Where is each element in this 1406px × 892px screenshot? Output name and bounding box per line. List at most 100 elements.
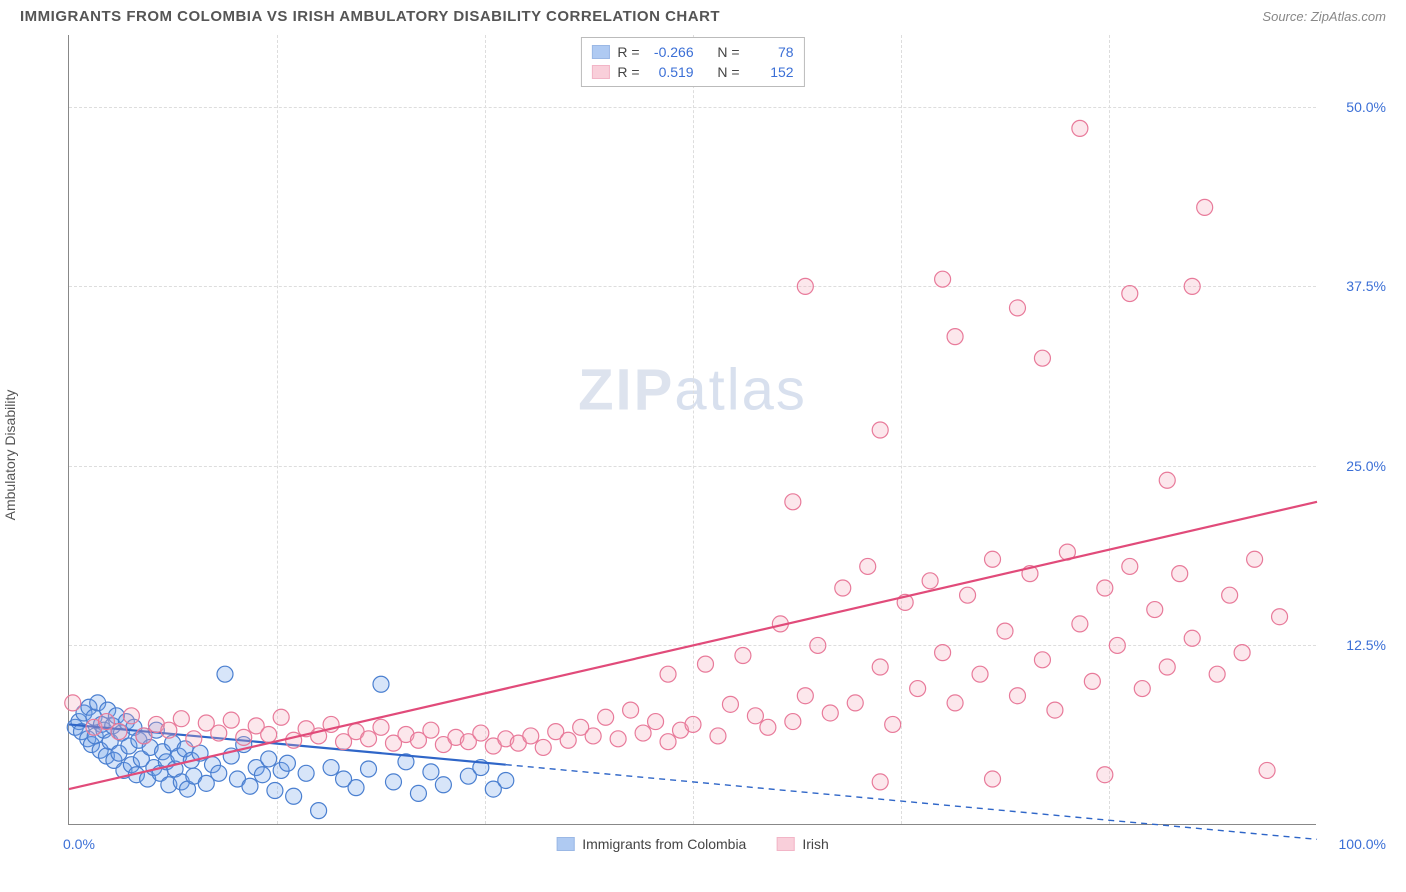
data-point-irish: [361, 731, 377, 747]
data-point-colombia: [113, 725, 129, 741]
data-point-colombia: [217, 666, 233, 682]
data-point-irish: [722, 696, 738, 712]
data-point-colombia: [242, 778, 258, 794]
data-point-irish: [598, 709, 614, 725]
legend-swatch: [556, 837, 574, 851]
legend-swatch: [591, 45, 609, 59]
data-point-colombia: [361, 761, 377, 777]
data-point-irish: [211, 725, 227, 741]
data-point-irish: [460, 734, 476, 750]
data-point-irish: [261, 727, 277, 743]
data-point-irish: [947, 329, 963, 345]
data-point-irish: [173, 711, 189, 727]
data-point-irish: [635, 725, 651, 741]
data-point-irish: [972, 666, 988, 682]
data-point-irish: [498, 731, 514, 747]
data-point-colombia: [90, 695, 106, 711]
n-label: N =: [717, 42, 739, 62]
data-point-colombia: [116, 762, 132, 778]
data-point-irish: [697, 656, 713, 672]
gridline-v: [901, 35, 902, 824]
y-tick-label: 37.5%: [1326, 278, 1386, 294]
legend-stats-row-irish: R =0.519 N =152: [591, 62, 793, 82]
data-point-colombia: [336, 771, 352, 787]
legend-stats: R =-0.266 N =78R =0.519 N =152: [580, 37, 804, 87]
data-point-colombia: [348, 780, 364, 796]
data-point-irish: [710, 728, 726, 744]
data-point-colombia: [254, 767, 270, 783]
data-point-colombia: [136, 728, 152, 744]
data-point-irish: [1159, 659, 1175, 675]
data-point-colombia: [192, 745, 208, 761]
data-point-irish: [648, 714, 664, 730]
data-point-irish: [1222, 587, 1238, 603]
data-point-irish: [1159, 472, 1175, 488]
data-point-irish: [1197, 199, 1213, 215]
trendline-colombia: [69, 724, 506, 764]
data-point-colombia: [108, 708, 124, 724]
data-point-irish: [423, 722, 439, 738]
data-point-irish: [510, 735, 526, 751]
data-point-colombia: [311, 803, 327, 819]
data-point-colombia: [155, 744, 171, 760]
data-point-irish: [373, 719, 389, 735]
data-point-irish: [1034, 350, 1050, 366]
data-point-irish: [1097, 767, 1113, 783]
chart-header: IMMIGRANTS FROM COLOMBIA VS IRISH AMBULA…: [0, 0, 1406, 25]
r-value: 0.519: [648, 62, 694, 82]
data-point-irish: [897, 594, 913, 610]
data-point-irish: [136, 728, 152, 744]
data-point-colombia: [279, 755, 295, 771]
data-point-colombia: [248, 760, 264, 776]
data-point-colombia: [87, 728, 103, 744]
data-point-irish: [65, 695, 81, 711]
data-point-irish: [236, 729, 252, 745]
data-point-colombia: [105, 718, 121, 734]
data-point-irish: [98, 714, 114, 730]
x-tick-label: 100.0%: [1326, 836, 1386, 852]
data-point-irish: [410, 732, 426, 748]
watermark-part1: ZIP: [578, 358, 674, 423]
legend-label: Immigrants from Colombia: [582, 836, 746, 852]
data-point-colombia: [128, 767, 144, 783]
data-point-colombia: [211, 765, 227, 781]
data-point-irish: [1134, 681, 1150, 697]
source-value: ZipAtlas.com: [1311, 9, 1386, 24]
data-point-irish: [535, 739, 551, 755]
data-point-irish: [273, 709, 289, 725]
data-point-irish: [910, 681, 926, 697]
r-label: R =: [617, 62, 639, 82]
legend-stats-row-colombia: R =-0.266 N =78: [591, 42, 793, 62]
data-point-colombia: [161, 777, 177, 793]
data-point-colombia: [473, 760, 489, 776]
data-point-irish: [985, 771, 1001, 787]
data-point-irish: [1034, 652, 1050, 668]
source-label: Source:: [1262, 9, 1307, 24]
data-point-irish: [797, 688, 813, 704]
data-point-irish: [660, 666, 676, 682]
gridline-v: [277, 35, 278, 824]
data-point-colombia: [183, 752, 199, 768]
data-point-irish: [1072, 120, 1088, 136]
data-point-irish: [298, 721, 314, 737]
source-attribution: Source: ZipAtlas.com: [1262, 9, 1386, 24]
data-point-irish: [935, 645, 951, 661]
data-point-colombia: [435, 777, 451, 793]
data-point-colombia: [142, 739, 158, 755]
data-point-colombia: [273, 762, 289, 778]
data-point-irish: [835, 580, 851, 596]
data-point-irish: [985, 551, 1001, 567]
data-point-colombia: [223, 748, 239, 764]
r-value: -0.266: [648, 42, 694, 62]
y-tick-label: 12.5%: [1326, 637, 1386, 653]
data-point-irish: [573, 719, 589, 735]
data-point-colombia: [93, 716, 109, 732]
data-point-irish: [1147, 602, 1163, 618]
data-point-irish: [922, 573, 938, 589]
data-point-colombia: [198, 775, 214, 791]
data-point-irish: [1022, 566, 1038, 582]
legend-series: Immigrants from ColombiaIrish: [556, 836, 829, 852]
data-point-colombia: [152, 765, 168, 781]
data-point-irish: [735, 648, 751, 664]
data-point-irish: [123, 708, 139, 724]
